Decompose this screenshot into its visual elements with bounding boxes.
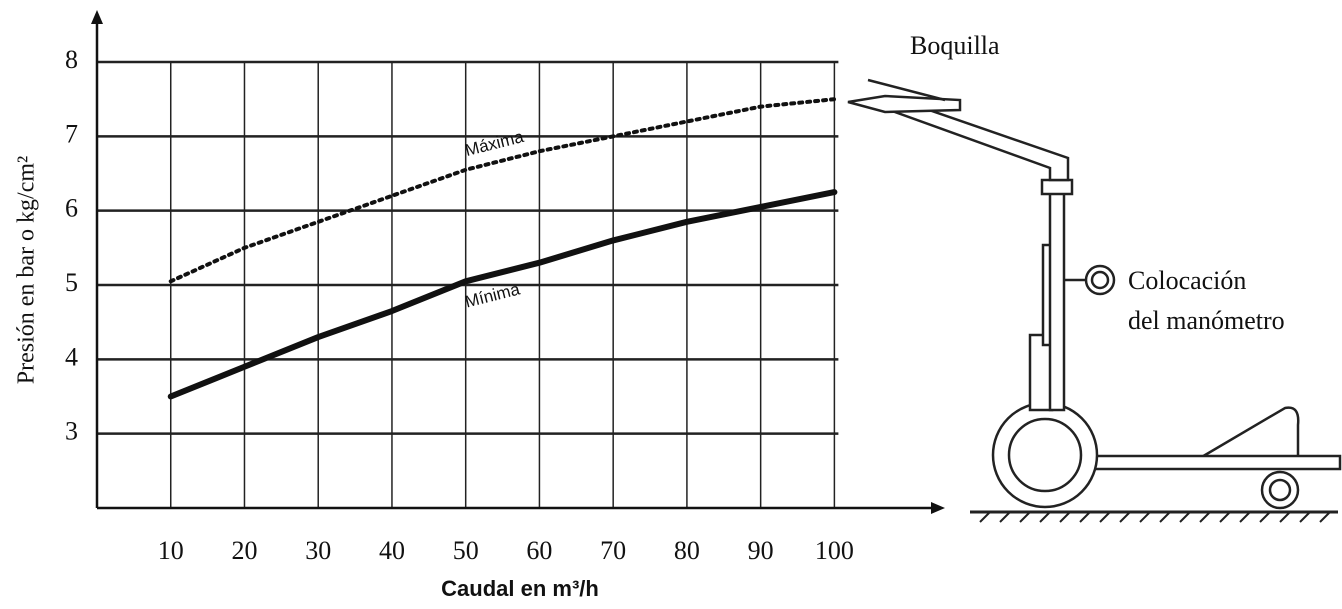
x-axis-label: Caudal en m³/h (441, 576, 599, 601)
annotation: Colocación (1128, 266, 1246, 295)
x-tick-label: 40 (379, 536, 405, 565)
annotation: del manómetro (1128, 306, 1285, 335)
axis-arrow (91, 10, 103, 24)
x-tick-label: 100 (815, 536, 854, 565)
x-tick-label: 50 (453, 536, 479, 565)
y-tick-label: 5 (65, 268, 78, 297)
annotation: Boquilla (910, 31, 1000, 60)
x-tick-label: 20 (231, 536, 257, 565)
y-tick-label: 3 (65, 417, 78, 446)
x-tick-label: 90 (748, 536, 774, 565)
x-tick-label: 60 (526, 536, 552, 565)
x-tick-label: 30 (305, 536, 331, 565)
x-tick-label: 10 (158, 536, 184, 565)
y-tick-label: 7 (65, 119, 78, 148)
axis-arrow (931, 502, 945, 514)
sprinkler-diagram (847, 78, 1342, 523)
y-tick-label: 4 (65, 342, 78, 371)
y-tick-label: 6 (65, 194, 78, 223)
y-tick-label: 8 (65, 45, 78, 74)
series-line (168, 97, 837, 284)
series-line (167, 189, 838, 400)
x-tick-label: 70 (600, 536, 626, 565)
x-tick-label: 80 (674, 536, 700, 565)
y-axis-label: Presión en bar o kg/cm² (14, 156, 40, 384)
